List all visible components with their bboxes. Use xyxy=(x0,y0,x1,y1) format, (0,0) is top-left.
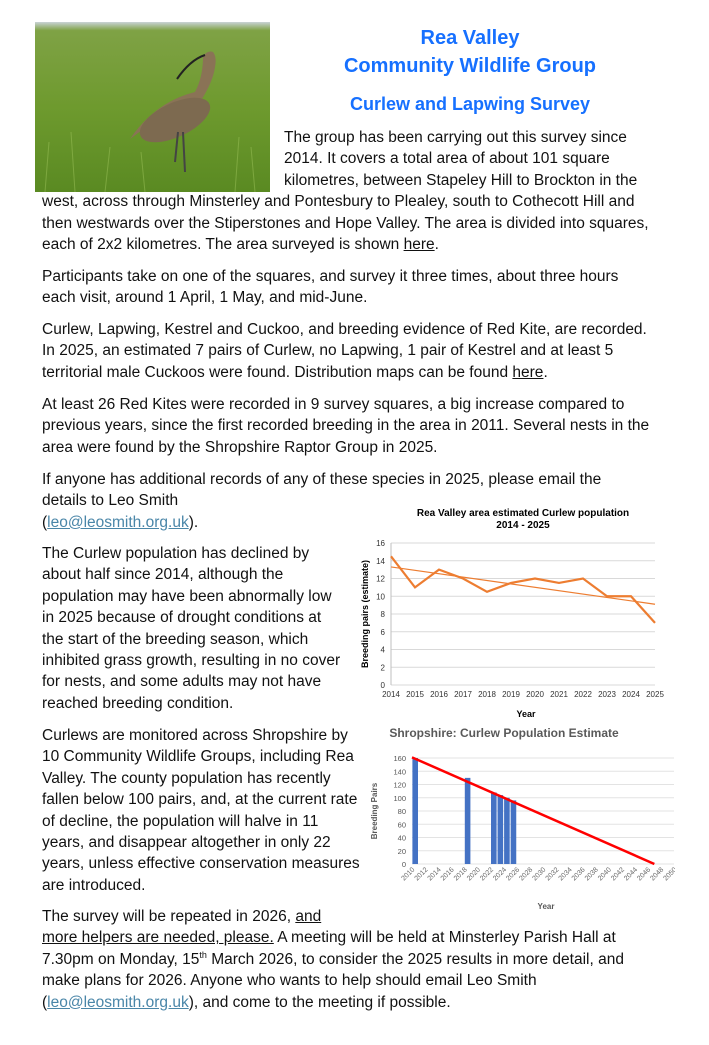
trendline xyxy=(390,566,656,605)
participants-paragraph: Participants take on one of the squares,… xyxy=(42,268,619,307)
y-axis-label: Breeding Pairs xyxy=(370,782,379,839)
meeting-text-rest: March 2026, to consider the 2025 results… xyxy=(42,950,624,990)
y-tick-label: 12 xyxy=(376,575,385,584)
x-tick-label: 2020 xyxy=(526,690,544,699)
x-tick-label: 2017 xyxy=(454,690,472,699)
records-text: If anyone has additional records of any … xyxy=(42,471,602,510)
red-kite-paragraph: At least 26 Red Kites were recorded in 9… xyxy=(42,396,650,456)
curlew-photo xyxy=(35,22,270,192)
y-tick-label: 4 xyxy=(381,646,386,655)
y-axis-label: Breeding pairs (estimate) xyxy=(360,560,370,668)
intro-text: The group has been carrying out this sur… xyxy=(42,129,649,254)
bar xyxy=(504,797,510,864)
series-line xyxy=(390,555,656,624)
x-tick-label: 2022 xyxy=(479,866,495,882)
photo-spacer xyxy=(42,127,284,191)
y-tick-label: 20 xyxy=(398,847,406,856)
results-paragraph: Curlew, Lapwing, Kestrel and Cuckoo, and… xyxy=(42,321,647,381)
chart-title: Shropshire: Curlew Population Estimate xyxy=(389,726,619,740)
y-tick-label: 60 xyxy=(398,820,406,829)
x-tick-label: 2036 xyxy=(571,866,587,882)
x-axis-label: Year xyxy=(538,902,555,911)
x-axis-label: Year xyxy=(516,709,536,719)
rea-valley-curlew-chart: Rea Valley area estimated Curlew populat… xyxy=(360,508,664,719)
x-tick-label: 2016 xyxy=(430,690,448,699)
meeting-text-end: , and come to the meeting if possible. xyxy=(193,993,451,1011)
email-link[interactable]: leo@leosmith.org.uk xyxy=(47,513,189,531)
y-tick-label: 140 xyxy=(393,767,406,776)
meeting-text-mid: A meeting will be held at Minsterley Par… xyxy=(42,929,616,968)
bar xyxy=(497,795,504,864)
helpers-link[interactable]: and more helpers are needed, please. xyxy=(42,908,321,946)
y-tick-label: 10 xyxy=(376,592,385,601)
x-tick-label: 2020 xyxy=(466,866,482,882)
x-tick-label: 2032 xyxy=(545,866,561,882)
title-line-2: Community Wildlife Group xyxy=(343,55,597,77)
y-tick-label: 0 xyxy=(381,681,386,690)
chart-title-line-2: 2014 - 2025 xyxy=(496,520,550,531)
x-tick-label: 2050 xyxy=(662,866,675,882)
x-tick-label: 2048 xyxy=(649,866,665,882)
y-tick-label: 40 xyxy=(398,834,406,843)
title-line-1: Rea Valley xyxy=(420,27,520,49)
bar xyxy=(464,777,471,864)
meeting-text-start: The survey will be repeated in 2026, xyxy=(42,908,296,925)
x-tick-label: 2038 xyxy=(584,866,600,882)
x-tick-label: 2012 xyxy=(414,866,430,882)
x-tick-label: 2014 xyxy=(427,866,443,882)
distribution-maps-link[interactable]: here xyxy=(512,363,544,381)
y-tick-label: 80 xyxy=(398,807,406,816)
x-tick-label: 2019 xyxy=(502,690,520,699)
x-tick-label: 2042 xyxy=(610,866,626,882)
x-tick-label: 2018 xyxy=(453,866,469,882)
y-tick-label: 8 xyxy=(381,610,386,619)
bar xyxy=(510,800,517,864)
ordinal-suffix: th xyxy=(199,949,207,960)
x-tick-label: 2040 xyxy=(597,866,613,882)
y-tick-label: 6 xyxy=(381,628,386,637)
y-tick-label: 16 xyxy=(376,539,385,548)
x-tick-label: 2026 xyxy=(505,866,521,882)
x-tick-label: 2046 xyxy=(636,866,652,882)
page-title: Rea Valley Community Wildlife Group xyxy=(290,24,650,80)
helpers-link-part2: more helpers are needed, please. xyxy=(42,929,274,947)
x-tick-label: 2028 xyxy=(518,866,534,882)
results-text: Curlew, Lapwing, Kestrel and Cuckoo, and… xyxy=(42,321,647,381)
county-paragraph: Curlews are monitored across Shropshire … xyxy=(42,727,360,894)
page-subtitle: Curlew and Lapwing Survey xyxy=(349,94,591,114)
chart-title-line-1: Rea Valley area estimated Curlew populat… xyxy=(417,508,629,519)
y-tick-label: 100 xyxy=(393,794,406,803)
y-tick-label: 120 xyxy=(393,781,406,790)
x-tick-label: 2022 xyxy=(574,690,592,699)
x-tick-label: 2024 xyxy=(492,866,508,882)
x-tick-label: 2034 xyxy=(558,866,574,882)
x-tick-label: 2023 xyxy=(598,690,616,699)
x-tick-label: 2021 xyxy=(550,690,568,699)
meeting-paragraph: The survey will be repeated in 2026, and… xyxy=(42,908,624,1011)
bar xyxy=(412,758,418,864)
x-tick-label: 2015 xyxy=(406,690,424,699)
shropshire-curlew-chart: Shropshire: Curlew Population Estimate Y… xyxy=(370,726,675,911)
x-tick-label: 2025 xyxy=(646,690,664,699)
records-paragraph: If anyone has additional records of any … xyxy=(42,471,602,531)
x-tick-label: 2018 xyxy=(478,690,496,699)
x-tick-label: 2024 xyxy=(622,690,640,699)
x-tick-label: 2014 xyxy=(382,690,400,699)
y-tick-label: 160 xyxy=(393,754,406,763)
y-tick-label: 0 xyxy=(402,860,406,869)
trendline xyxy=(411,756,655,866)
intro-paragraph: The group has been carrying out this sur… xyxy=(42,127,649,254)
y-tick-label: 2 xyxy=(381,663,386,672)
decline-paragraph: The Curlew population has declined by ab… xyxy=(42,545,341,712)
x-tick-label: 2016 xyxy=(440,866,456,882)
x-tick-label: 2030 xyxy=(531,866,547,882)
bar xyxy=(491,792,497,864)
x-tick-label: 2044 xyxy=(623,866,639,882)
email-link-2[interactable]: leo@leosmith.org.uk xyxy=(47,993,189,1011)
map-link[interactable]: here xyxy=(403,236,435,254)
helpers-link-part1: and xyxy=(295,908,322,925)
y-tick-label: 14 xyxy=(376,557,385,566)
